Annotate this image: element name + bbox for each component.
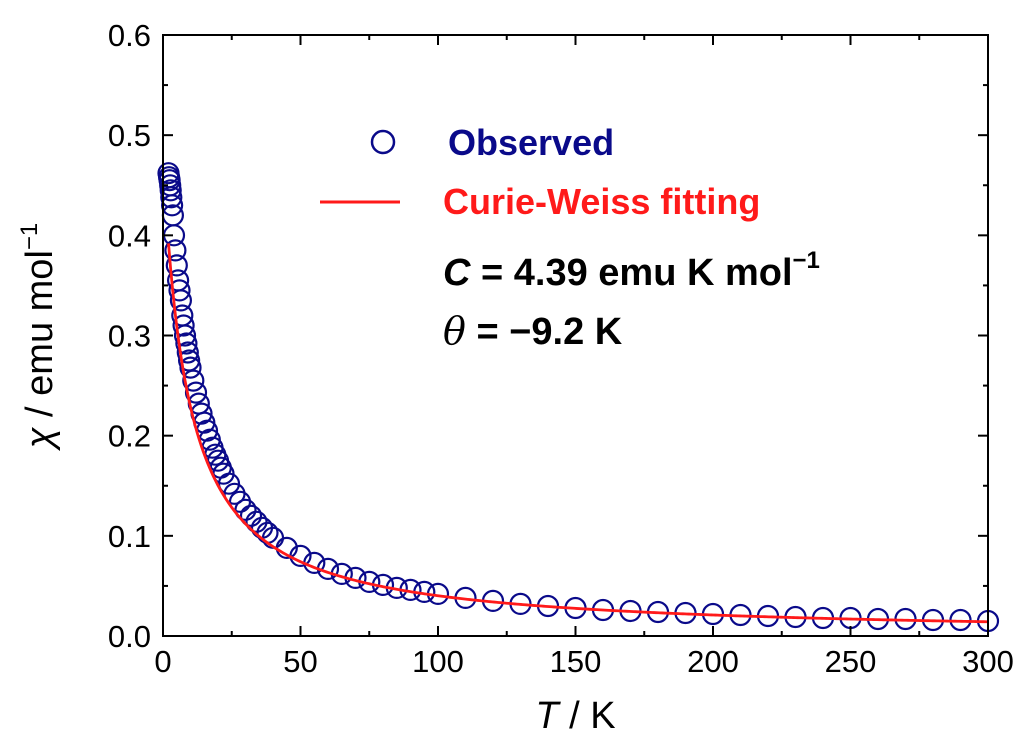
legend-label-observed: Observed — [448, 122, 614, 163]
x-tick-label: 300 — [962, 644, 1014, 679]
y-tick-label: 0.5 — [108, 118, 151, 153]
y-axis-title: χ / emu mol−1 — [16, 223, 61, 452]
annotation-theta-text: = −9.2 K — [466, 311, 623, 353]
data-point-observed — [160, 186, 183, 209]
annotation-weiss-temperature: θ = −9.2 K — [443, 309, 623, 353]
y-tick-label: 0.1 — [108, 519, 151, 554]
data-point-observed — [172, 314, 195, 337]
annotation-theta-symbol: θ — [443, 309, 466, 353]
tick-labels: 0 50 100 150 200 250 300 0.0 0.1 0.2 0.3 0.4 0.5 0.6 — [108, 18, 1014, 679]
annotation-c-superscript: −1 — [793, 247, 820, 274]
y-axis-unit: / emu mol — [19, 250, 61, 427]
series-line-curie-weiss — [167, 243, 989, 624]
data-point-observed — [165, 254, 188, 277]
x-tick-label: 250 — [825, 644, 877, 679]
legend-label-fit: Curie-Weiss fitting — [443, 181, 760, 222]
legend-marker-observed — [370, 129, 396, 155]
data-point-observed — [256, 521, 279, 544]
x-tick-label: 200 — [687, 644, 739, 679]
x-axis-title: T / K — [535, 695, 615, 737]
y-tick-label: 0.6 — [108, 18, 151, 53]
x-axis-unit: / K — [559, 695, 616, 737]
data-point-observed — [234, 498, 257, 521]
data-point-observed — [164, 239, 187, 262]
x-axis-variable: T — [535, 695, 561, 737]
annotation-c-text: = 4.39 emu K mol — [470, 252, 792, 294]
y-tick-label: 0.0 — [108, 619, 151, 654]
data-point-observed — [176, 341, 199, 364]
data-point-observed — [168, 279, 191, 302]
y-tick-label: 0.4 — [108, 218, 151, 253]
data-point-observed — [179, 356, 202, 379]
x-tick-label: 150 — [550, 644, 602, 679]
y-tick-label: 0.3 — [108, 319, 151, 354]
annotation-c-symbol: C — [443, 252, 471, 294]
data-layer — [157, 162, 1000, 633]
data-point-observed — [159, 179, 182, 202]
legend: Observed Curie-Weiss fitting — [320, 122, 760, 222]
data-point-observed — [182, 369, 205, 392]
y-axis-unit-superscript: −1 — [16, 223, 43, 250]
x-tick-label: 0 — [154, 644, 171, 679]
y-tick-label: 0.2 — [108, 419, 151, 454]
data-point-observed — [169, 289, 192, 312]
ticks-layer — [162, 34, 989, 637]
x-tick-label: 50 — [283, 644, 317, 679]
x-tick-label: 100 — [412, 644, 464, 679]
data-point-observed — [239, 504, 263, 527]
y-axis-variable: χ — [19, 426, 61, 451]
annotation-curie-constant: C = 4.39 emu K mol−1 — [443, 247, 820, 294]
data-point-observed — [173, 324, 197, 347]
data-point-observed — [175, 332, 198, 355]
